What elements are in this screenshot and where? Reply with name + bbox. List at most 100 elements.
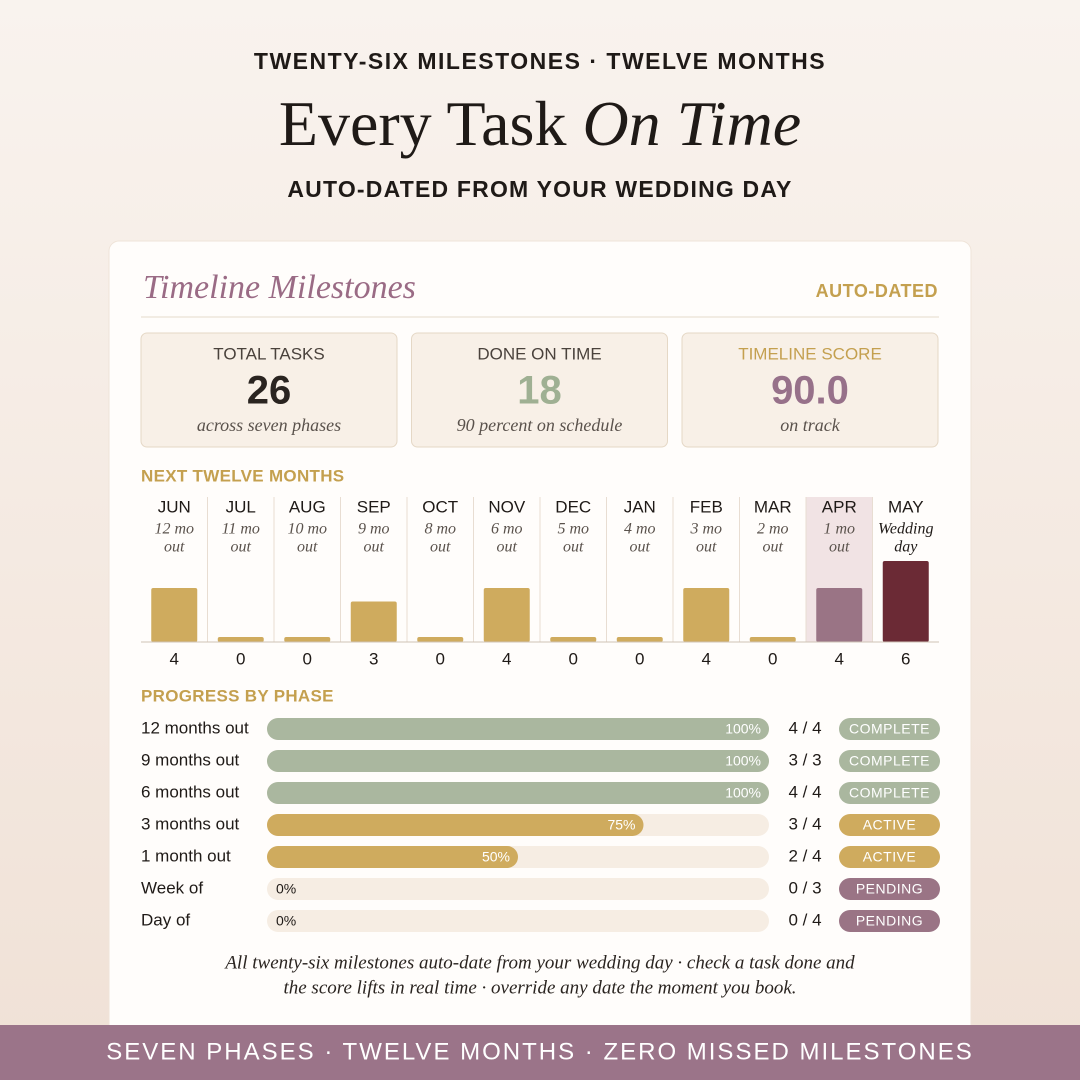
card-title: Timeline Milestones — [143, 269, 416, 306]
progress-fill — [267, 846, 518, 868]
month-count: 0 — [569, 649, 578, 668]
month-bar — [350, 601, 397, 642]
month-count: 4 — [835, 649, 844, 668]
footnote: All twenty-six milestones auto-date from… — [223, 952, 855, 973]
phase-name: 6 months out — [141, 782, 240, 801]
status-label: ACTIVE — [863, 849, 917, 865]
stat-label: TOTAL TASKS — [213, 344, 324, 363]
month-bar — [816, 588, 863, 642]
card-tag: AUTO-DATED — [816, 281, 938, 301]
month-offset: 11 mo — [222, 521, 260, 538]
month-offset: 5 mo — [557, 521, 589, 538]
stat-box — [140, 332, 398, 448]
percent-label: 0% — [276, 913, 296, 929]
percent-label: 100% — [725, 721, 761, 737]
month-name: OCT — [422, 497, 458, 516]
percent-label: 100% — [725, 785, 761, 801]
month-offset: Wedding — [878, 521, 933, 538]
headline: Every Task On Time — [279, 88, 801, 159]
month-count: 0 — [303, 649, 312, 668]
status-badge — [839, 782, 940, 804]
status-badge — [839, 878, 940, 900]
month-name: APR — [822, 497, 857, 516]
month-name: DEC — [555, 497, 591, 516]
month-bar — [550, 637, 597, 642]
month-offset: out — [763, 539, 784, 556]
month-count: 4 — [170, 649, 179, 668]
month-count: 0 — [635, 649, 644, 668]
progress-track — [267, 878, 769, 900]
month-count: 3 — [369, 649, 378, 668]
stat-value: 18 — [517, 369, 562, 413]
phase-name: Week of — [141, 878, 203, 897]
progress-track — [267, 910, 769, 932]
stat-note: 90 percent on schedule — [457, 415, 623, 435]
status-badge — [839, 750, 940, 772]
phase-count: 0 / 4 — [788, 910, 821, 929]
month-bar — [483, 588, 530, 642]
phase-name: 9 months out — [141, 750, 240, 769]
stat-label: TIMELINE SCORE — [738, 344, 882, 363]
month-name: JUL — [226, 497, 256, 516]
section-title: NEXT TWELVE MONTHS — [141, 466, 344, 485]
status-badge — [839, 814, 940, 836]
stat-label: DONE ON TIME — [477, 344, 601, 363]
month-offset: 12 mo — [154, 521, 194, 538]
section-title: PROGRESS BY PHASE — [141, 686, 334, 705]
month-bar — [749, 637, 796, 642]
month-count: 4 — [502, 649, 511, 668]
month-offset: out — [430, 539, 451, 556]
subtitle: AUTO-DATED FROM YOUR WEDDING DAY — [287, 176, 792, 202]
percent-label: 0% — [276, 881, 296, 897]
status-label: COMPLETE — [849, 753, 930, 769]
stat-box — [411, 332, 668, 448]
status-label: ACTIVE — [863, 817, 917, 833]
kicker: TWENTY-SIX MILESTONES · TWELVE MONTHS — [254, 48, 826, 74]
stat-box — [681, 332, 939, 448]
phase-name: 12 months out — [141, 718, 249, 737]
month-name: SEP — [357, 497, 391, 516]
month-count: 0 — [768, 649, 777, 668]
month-offset: 8 mo — [424, 521, 456, 538]
status-badge — [839, 718, 940, 740]
headline-main: Every Task — [279, 88, 567, 159]
month-offset: out — [297, 539, 318, 556]
status-badge — [839, 846, 940, 868]
phase-count: 3 / 3 — [788, 750, 821, 769]
month-name: JAN — [624, 497, 656, 516]
month-offset: out — [164, 539, 185, 556]
month-count: 6 — [901, 649, 910, 668]
phase-count: 4 / 4 — [788, 782, 821, 801]
month-offset: 2 mo — [757, 521, 789, 538]
phase-count: 3 / 4 — [788, 814, 821, 833]
progress-fill — [267, 814, 644, 836]
month-name: NOV — [488, 497, 526, 516]
month-count: 0 — [436, 649, 445, 668]
phase-count: 0 / 3 — [788, 878, 821, 897]
month-offset: out — [563, 539, 584, 556]
month-count: 0 — [236, 649, 245, 668]
month-offset: out — [829, 539, 850, 556]
month-name: JUN — [158, 497, 191, 516]
month-offset: out — [696, 539, 717, 556]
phase-count: 2 / 4 — [788, 846, 821, 865]
phase-name: Day of — [141, 910, 190, 929]
stat-note: across seven phases — [197, 415, 341, 435]
percent-label: 100% — [725, 753, 761, 769]
status-badge — [839, 910, 940, 932]
month-name: FEB — [690, 497, 723, 516]
status-label: COMPLETE — [849, 721, 930, 737]
month-bar — [284, 637, 331, 642]
month-bar — [417, 637, 464, 642]
percent-label: 75% — [607, 817, 635, 833]
month-bar — [217, 637, 264, 642]
footer-bar — [0, 1025, 1080, 1080]
percent-label: 50% — [482, 849, 510, 865]
phase-count: 4 / 4 — [788, 718, 821, 737]
status-label: COMPLETE — [849, 785, 930, 801]
month-offset: 6 mo — [491, 521, 523, 538]
month-offset: 4 mo — [624, 521, 656, 538]
month-bar — [882, 561, 929, 642]
progress-fill — [267, 750, 769, 772]
